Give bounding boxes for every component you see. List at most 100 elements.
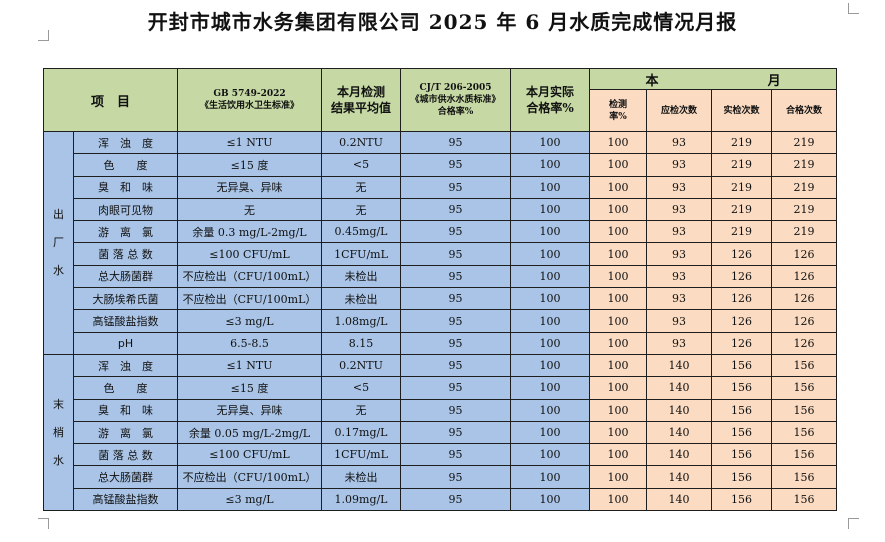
- actual-rate-cell: 100: [510, 287, 591, 311]
- average-cell: 1.09mg/L: [321, 487, 402, 512]
- actual-rate-cell: 100: [510, 443, 591, 467]
- page-corner-mark: [38, 30, 49, 41]
- table-row: 总大肠菌群 不应检出（CFU/100mL） 未检出 95 100 100 140 156 156: [44, 465, 838, 489]
- detect-rate-cell: 100: [589, 398, 648, 422]
- item-name-cell: 臭 和 味: [72, 175, 179, 199]
- standard-cell: ≤15 度: [177, 376, 323, 400]
- item-name-cell: 游 离 氯: [72, 420, 179, 445]
- cj-rate-cell: 95: [400, 420, 512, 445]
- header-done-count: 实检次数: [711, 89, 773, 132]
- done-count-cell: 219: [711, 220, 773, 244]
- detect-rate-cell: 100: [589, 331, 648, 355]
- category-cell: 末梢水: [43, 353, 74, 512]
- average-cell: 1CFU/mL: [321, 242, 402, 266]
- item-name-cell: 菌 落 总 数: [72, 443, 179, 467]
- due-count-cell: 140: [646, 376, 713, 400]
- detect-rate-cell: 100: [589, 197, 648, 222]
- pass-count-cell: 219: [771, 197, 838, 222]
- average-cell: 0.17mg/L: [321, 420, 402, 445]
- standard-cell: 不应检出（CFU/100mL）: [177, 287, 323, 311]
- table-row: 大肠埃希氏菌 不应检出（CFU/100mL） 未检出 95 100 100 93 126 126: [44, 287, 838, 311]
- pass-count-cell: 126: [771, 331, 838, 355]
- table-row: 末梢水浑 浊 度 ≤1 NTU 0.2NTU 95 100 100 140 156 156: [43, 353, 838, 512]
- category-char: 厂: [53, 235, 64, 249]
- standard-cell: ≤3 mg/L: [177, 309, 323, 333]
- done-count-cell: 156: [711, 443, 773, 467]
- item-name-cell: 总大肠菌群: [72, 264, 179, 289]
- table-row: 色 度 ≤15 度 <5 95 100 100 140 156 156: [44, 376, 838, 400]
- done-count-cell: 156: [711, 398, 773, 422]
- category-char: 梢: [53, 425, 64, 439]
- pass-count-cell: 156: [771, 443, 838, 467]
- header-rate-line2: 率%: [609, 111, 627, 122]
- actual-rate-cell: 100: [510, 331, 591, 355]
- cj-rate-cell: 95: [400, 487, 512, 512]
- standard-cell: ≤3 mg/L: [177, 487, 323, 512]
- detect-rate-cell: 100: [589, 153, 648, 177]
- category-cell: 出厂水: [43, 131, 74, 355]
- table-row: 高锰酸盐指数 ≤3 mg/L 1.08mg/L 95 100 100 93 126 126: [44, 309, 838, 333]
- done-count-cell: 126: [711, 242, 773, 266]
- actual-rate-cell: 100: [510, 487, 591, 512]
- detect-rate-cell: 100: [589, 287, 648, 311]
- header-actual-line2: 合格率%: [526, 101, 574, 115]
- header-item: 项 目: [42, 68, 179, 132]
- standard-cell: ≤1 NTU: [177, 130, 323, 155]
- done-count-cell: 156: [711, 376, 773, 400]
- header-month-yue: 月: [767, 73, 781, 89]
- due-count-cell: 140: [646, 487, 713, 512]
- detect-rate-cell: 100: [589, 175, 648, 199]
- cj-rate-cell: 95: [400, 398, 512, 422]
- item-name-cell: 臭 和 味: [72, 398, 179, 422]
- header-pass-count: 合格次数: [771, 89, 838, 132]
- standard-cell: 不应检出（CFU/100mL）: [177, 264, 323, 289]
- item-name-cell: 高锰酸盐指数: [72, 487, 179, 512]
- done-count-cell: 156: [711, 353, 773, 378]
- detect-rate-cell: 100: [589, 353, 648, 378]
- cj-rate-cell: 95: [400, 353, 512, 378]
- table-body: 出厂水浑 浊 度 ≤1 NTU 0.2NTU 95 100 100 93 219 219 色 度 ≤…: [43, 130, 838, 512]
- header-avg-line1: 本月检测: [337, 85, 386, 99]
- item-name-cell: 浑 浊 度: [72, 353, 179, 378]
- due-count-cell: 93: [646, 197, 713, 222]
- standard-cell: 6.5-8.5: [177, 331, 323, 355]
- due-count-cell: 140: [646, 420, 713, 445]
- due-count-cell: 140: [646, 465, 713, 489]
- header-actual-line1: 本月实际: [526, 85, 575, 99]
- category-char: 末: [53, 397, 64, 411]
- standard-cell: ≤1 NTU: [177, 353, 323, 378]
- detect-rate-cell: 100: [589, 220, 648, 244]
- actual-rate-cell: 100: [510, 130, 591, 155]
- due-count-cell: 93: [646, 264, 713, 289]
- cj-rate-cell: 95: [400, 220, 512, 244]
- detect-rate-cell: 100: [589, 443, 648, 467]
- table-row: 高锰酸盐指数 ≤3 mg/L 1.09mg/L 95 100 100 140 156 156: [44, 487, 838, 512]
- cj-rate-cell: 95: [400, 242, 512, 266]
- table-row: pH 6.5-8.5 8.15 95 100 100 93 126 126: [44, 331, 838, 355]
- table-row: 肉眼可见物无无 95 100 100 93 219 219: [44, 197, 838, 222]
- table-row: 出厂水浑 浊 度 ≤1 NTU 0.2NTU 95 100 100 93 219 219: [43, 130, 838, 355]
- actual-rate-cell: 100: [510, 353, 591, 378]
- water-quality-table: 项 目 GB 5749-2022 《生活饮用水卫生标准》 本月检测 结果平均值 …: [42, 68, 838, 512]
- pass-count-cell: 126: [771, 264, 838, 289]
- cj-rate-cell: 95: [400, 465, 512, 489]
- item-name-cell: 肉眼可见物: [72, 197, 179, 222]
- standard-cell: 无异臭、异味: [177, 175, 323, 199]
- cj-rate-cell: 95: [400, 331, 512, 355]
- standard-cell: ≤100 CFU/mL: [177, 242, 323, 266]
- detect-rate-cell: 100: [589, 242, 648, 266]
- cj-rate-cell: 95: [400, 197, 512, 222]
- actual-rate-cell: 100: [510, 220, 591, 244]
- page-corner-mark: [848, 3, 859, 14]
- table-row: 总大肠菌群 不应检出（CFU/100mL） 未检出 95 100 100 93 126 126: [44, 264, 838, 289]
- due-count-cell: 93: [646, 309, 713, 333]
- average-cell: 无: [321, 175, 402, 199]
- pass-count-cell: 156: [771, 376, 838, 400]
- done-count-cell: 126: [711, 287, 773, 311]
- header-gb-standard: GB 5749-2022 《生活饮用水卫生标准》: [177, 68, 323, 132]
- actual-rate-cell: 100: [510, 153, 591, 177]
- pass-count-cell: 219: [771, 220, 838, 244]
- detect-rate-cell: 100: [589, 420, 648, 445]
- table-row: 游 离 氯余量 0.3 mg/L-2mg/L 0.45mg/L 95 100 100 93…: [44, 220, 838, 244]
- header-cj-rate: 合格率%: [437, 107, 474, 117]
